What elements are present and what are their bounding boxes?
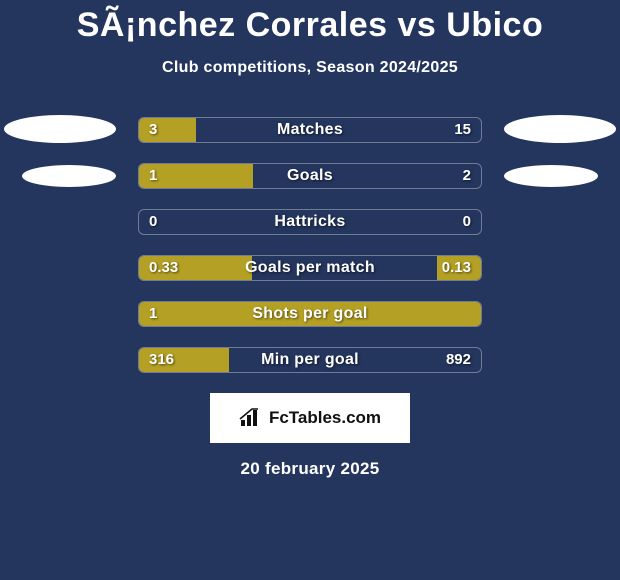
stats-list: 3 Matches 15 1 Goals 2 0 Hattricks [0,117,620,375]
date-label: 20 february 2025 [0,459,620,479]
stat-label: Hattricks [139,210,481,234]
stat-label: Goals per match [139,256,481,280]
bars-icon [239,408,263,428]
brand-label: FcTables.com [269,408,381,428]
comparison-card: SÃ¡nchez Corrales vs Ubico Club competit… [0,0,620,580]
stat-label: Shots per goal [139,302,481,326]
stat-label: Min per goal [139,348,481,372]
stat-label: Goals [139,164,481,188]
stat-right-value: 2 [463,164,471,188]
stat-row: 3 Matches 15 [0,117,620,145]
stat-bar: 0 Hattricks 0 [138,209,482,235]
stat-bar: 1 Goals 2 [138,163,482,189]
stat-right-value: 15 [454,118,471,142]
stat-row: 1 Goals 2 [0,163,620,191]
stat-label: Matches [139,118,481,142]
brand-logo[interactable]: FcTables.com [210,393,410,443]
page-title: SÃ¡nchez Corrales vs Ubico [0,6,620,45]
stat-bar: 316 Min per goal 892 [138,347,482,373]
stat-bar: 0.33 Goals per match 0.13 [138,255,482,281]
photo-placeholder-left [4,115,116,143]
stat-row: 0 Hattricks 0 [0,209,620,237]
stat-right-value: 0.13 [442,256,471,280]
photo-placeholder-right [504,165,598,187]
brand-logo-inner: FcTables.com [239,408,381,428]
stat-row: 0.33 Goals per match 0.13 [0,255,620,283]
stat-row: 316 Min per goal 892 [0,347,620,375]
stat-right-value: 892 [446,348,471,372]
photo-placeholder-left [22,165,116,187]
subtitle: Club competitions, Season 2024/2025 [0,59,620,77]
stat-bar: 1 Shots per goal [138,301,482,327]
stat-right-value: 0 [463,210,471,234]
stat-bar: 3 Matches 15 [138,117,482,143]
photo-placeholder-right [504,115,616,143]
stat-row: 1 Shots per goal [0,301,620,329]
